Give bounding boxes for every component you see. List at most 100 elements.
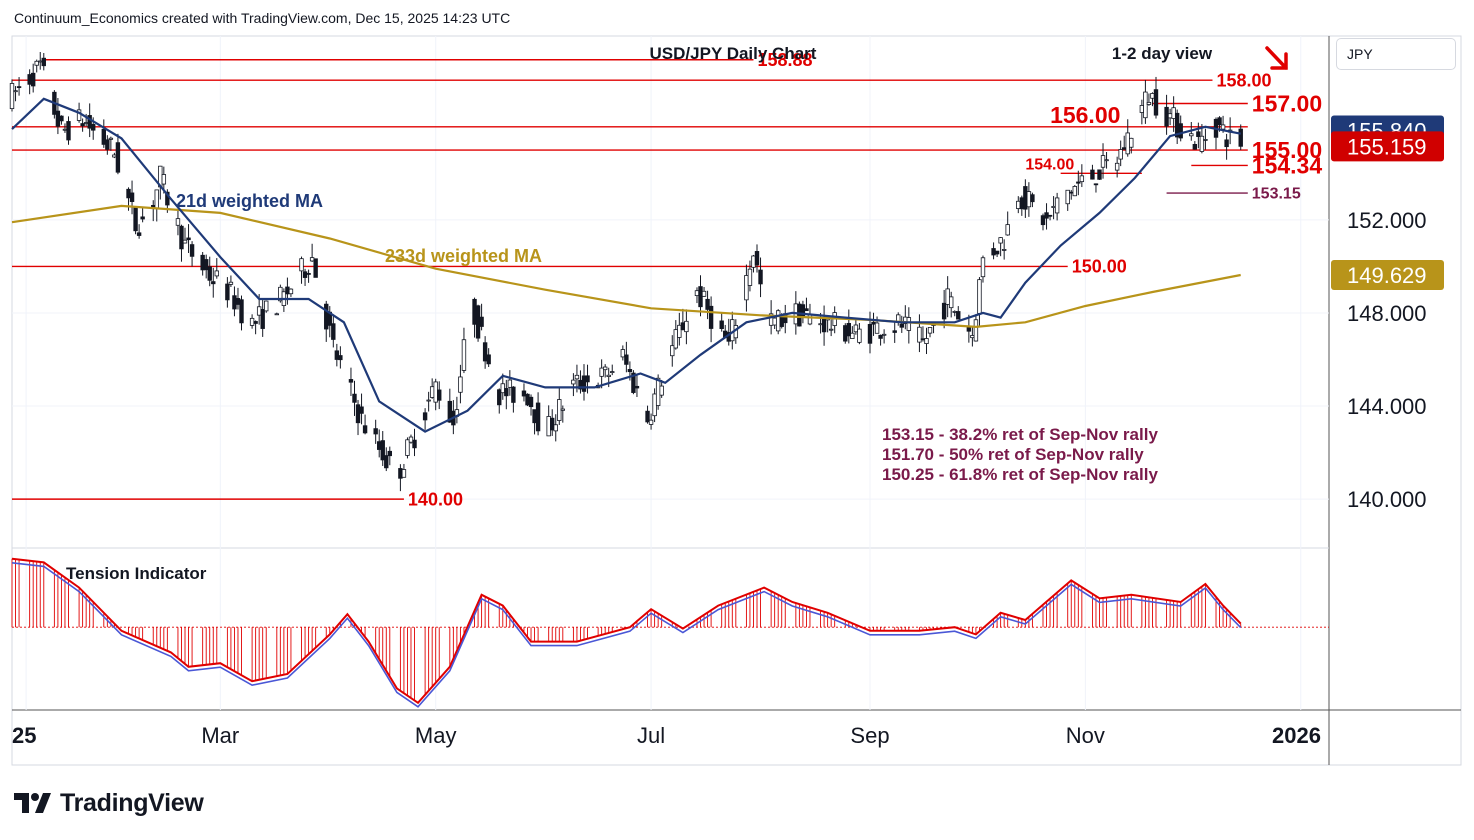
candle-body bbox=[698, 286, 703, 308]
candle-body bbox=[211, 281, 216, 285]
candle-body bbox=[136, 232, 142, 236]
level-label: 154.00 bbox=[1025, 156, 1074, 173]
outer-border bbox=[11, 35, 1462, 766]
candle-body bbox=[917, 326, 922, 343]
candle-body bbox=[9, 83, 15, 110]
currency-button[interactable]: JPY bbox=[1336, 38, 1456, 70]
tradingview-logo[interactable]: TradingView bbox=[14, 788, 204, 818]
candle-body bbox=[751, 255, 756, 268]
candle-body bbox=[673, 329, 678, 349]
candle-body bbox=[189, 244, 195, 257]
candle-body bbox=[818, 323, 823, 326]
candle-body bbox=[719, 320, 724, 330]
y-tick-label: 152.000 bbox=[1347, 208, 1427, 233]
y-tick-label: 144.000 bbox=[1347, 394, 1427, 419]
ma21-label: 21d weighted MA bbox=[176, 191, 323, 211]
candle-body bbox=[627, 368, 633, 373]
candle-body bbox=[991, 248, 996, 256]
candle-body bbox=[828, 328, 834, 331]
candle-body bbox=[878, 334, 883, 339]
ma21-line bbox=[11, 97, 1241, 433]
candle-body bbox=[952, 311, 957, 313]
tension-line bbox=[11, 557, 1242, 705]
candle-body bbox=[899, 323, 904, 328]
fib-annotation: 150.25 - 61.8% ret of Sep-Nov rally bbox=[882, 465, 1158, 484]
candle-body bbox=[101, 128, 107, 145]
candle-body bbox=[754, 251, 760, 266]
candle-body bbox=[200, 254, 205, 271]
candle-body bbox=[504, 388, 509, 397]
candle-body bbox=[1065, 189, 1070, 205]
candle-body bbox=[1079, 175, 1085, 183]
moving-averages bbox=[11, 97, 1241, 433]
candle-body bbox=[535, 402, 541, 432]
candle-body bbox=[380, 440, 385, 461]
candle-body bbox=[610, 371, 615, 373]
candle-body bbox=[772, 317, 777, 326]
candle-body bbox=[405, 439, 410, 456]
candle-body bbox=[324, 303, 329, 330]
candle-body bbox=[1196, 131, 1201, 137]
candle-body bbox=[1051, 205, 1056, 209]
candle-body bbox=[472, 298, 477, 325]
candle-body bbox=[1019, 197, 1025, 210]
candle-body bbox=[253, 321, 258, 324]
candle-body bbox=[260, 309, 265, 329]
candle-body bbox=[373, 428, 378, 435]
candle-body bbox=[758, 269, 763, 285]
candle-body bbox=[274, 313, 280, 316]
x-tick-label: Jul bbox=[637, 723, 665, 748]
candle-body bbox=[574, 374, 580, 380]
candle-body bbox=[87, 115, 92, 129]
candle-body bbox=[648, 419, 654, 425]
candle-body bbox=[249, 317, 255, 326]
candle-body bbox=[807, 313, 813, 325]
candle-body bbox=[797, 303, 802, 327]
candle-body bbox=[949, 296, 954, 309]
candle-body bbox=[126, 188, 131, 199]
candle-body bbox=[62, 128, 68, 131]
candle-body bbox=[348, 379, 354, 383]
candle-body bbox=[1093, 183, 1099, 186]
candle-body bbox=[105, 139, 110, 150]
candle-body bbox=[182, 239, 188, 244]
candle-body bbox=[352, 393, 357, 403]
candle-body bbox=[867, 323, 873, 344]
candle-body bbox=[977, 279, 982, 314]
candle-body bbox=[475, 305, 481, 339]
chart-axes: 140.000144.000148.000152.000155.840155.1… bbox=[12, 115, 1444, 748]
candle-body bbox=[892, 330, 897, 333]
candle-body bbox=[461, 339, 467, 371]
price-tag-label: 155.159 bbox=[1347, 134, 1427, 159]
candle-body bbox=[355, 404, 361, 424]
chart-frame bbox=[11, 35, 1462, 766]
candle-body bbox=[458, 376, 463, 393]
candle-body bbox=[108, 137, 114, 140]
candle-body bbox=[553, 424, 558, 432]
candle-body bbox=[1090, 169, 1095, 180]
candle-body bbox=[1044, 212, 1049, 219]
candle-body bbox=[401, 469, 407, 478]
candle-body bbox=[1122, 147, 1127, 150]
tradingview-logo-icon bbox=[14, 793, 51, 813]
x-tick-label: 2026 bbox=[1272, 723, 1321, 748]
candle-body bbox=[532, 409, 537, 424]
candle-body bbox=[384, 455, 389, 469]
candle-body bbox=[846, 323, 852, 337]
candle-body bbox=[408, 436, 414, 443]
candle-body bbox=[112, 154, 117, 158]
tension-indicator-pane bbox=[11, 557, 1329, 708]
level-label: 158.00 bbox=[1216, 71, 1271, 91]
candle-body bbox=[1076, 181, 1081, 184]
candle-body bbox=[83, 122, 89, 124]
candle-body bbox=[1178, 123, 1183, 139]
candle-body bbox=[631, 372, 636, 393]
candle-body bbox=[1026, 191, 1032, 208]
candle-body bbox=[1016, 200, 1021, 209]
candle-body bbox=[235, 298, 241, 305]
chart-title: USD/JPY Daily Chart bbox=[650, 44, 817, 63]
candle-body bbox=[359, 406, 364, 414]
candle-body bbox=[521, 390, 527, 397]
candle-body bbox=[1104, 159, 1109, 162]
